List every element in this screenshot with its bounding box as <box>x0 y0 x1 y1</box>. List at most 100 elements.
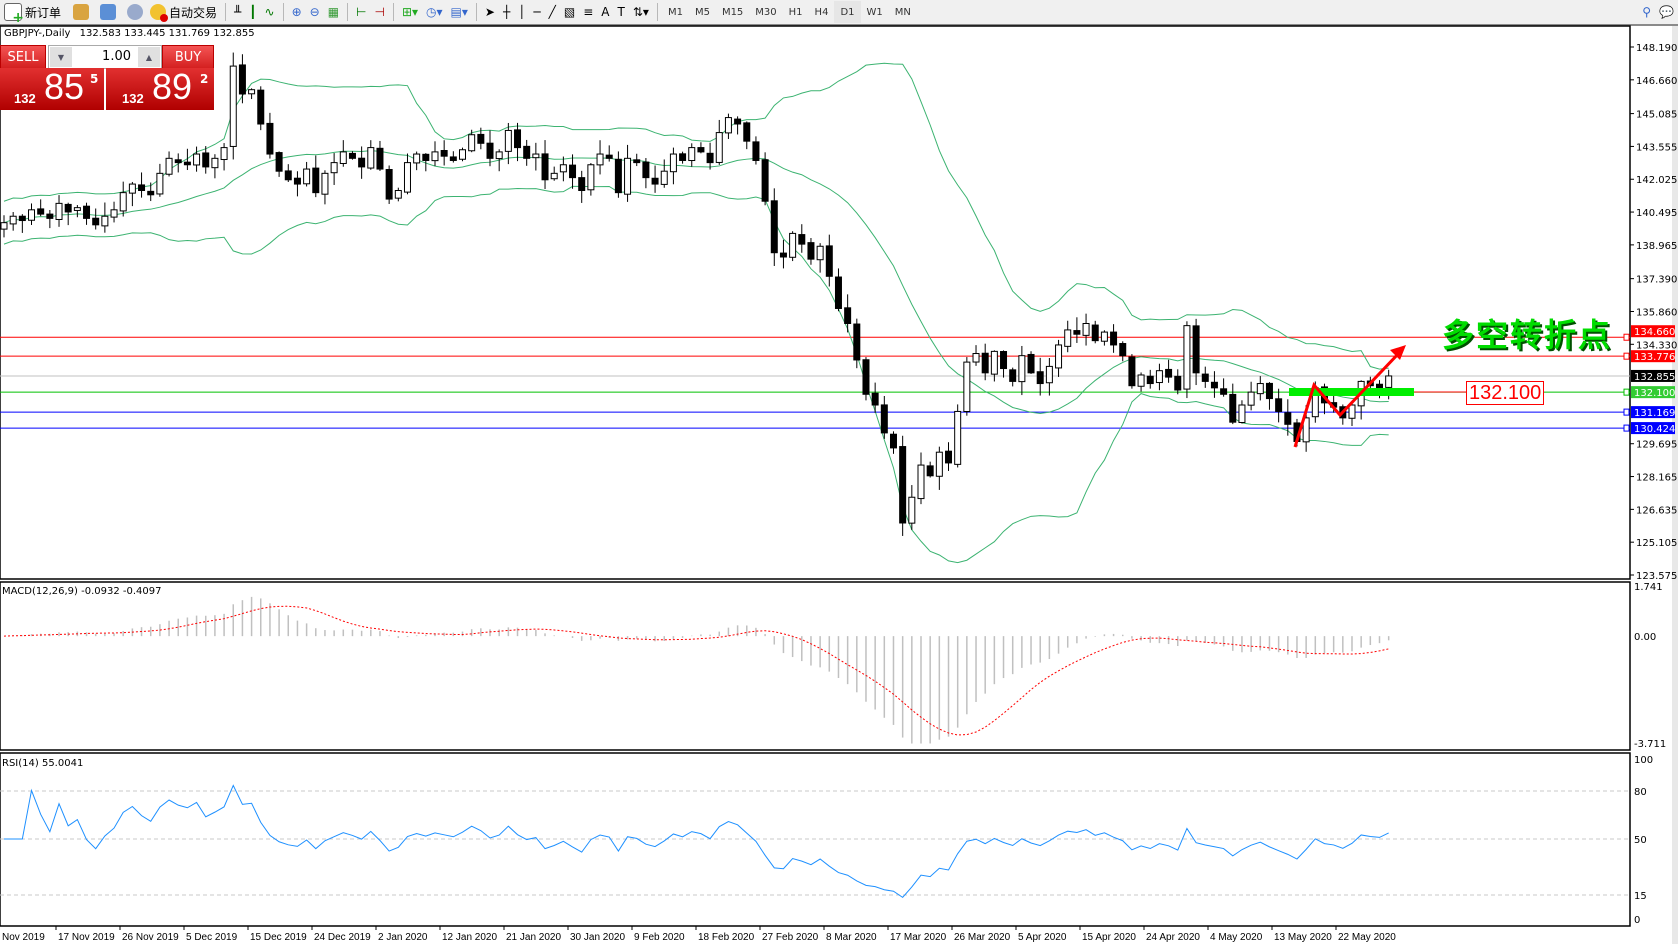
candle-body <box>834 276 842 309</box>
timeframe-m15[interactable]: M15 <box>721 6 744 18</box>
main-pane <box>0 25 1631 580</box>
zoom-in-icon[interactable]: ⊕ <box>291 5 302 19</box>
terminal-icon[interactable] <box>100 4 117 20</box>
candle <box>275 151 283 177</box>
new-order-button[interactable]: + 新订单 <box>0 1 65 25</box>
candle-body <box>1385 375 1393 388</box>
signals-icon[interactable] <box>127 4 144 20</box>
lot-decrease-button[interactable]: ▼ <box>50 47 72 67</box>
chart-shift-icon[interactable]: ⊣ <box>374 5 385 19</box>
candle <box>724 113 732 139</box>
macd-title: MACD(12,26,9) -0.0932 -0.4097 <box>2 586 162 597</box>
cursor-icon[interactable]: ➤ <box>484 5 495 19</box>
candle <box>1238 400 1246 424</box>
date-label: 30 Jan 2020 <box>570 932 625 943</box>
candle-body <box>275 152 283 172</box>
bollinger-lower <box>3 185 1389 564</box>
chat-icon[interactable]: 💬 <box>1659 5 1674 19</box>
candle <box>18 214 26 233</box>
candle <box>1348 402 1356 427</box>
candle <box>853 318 861 369</box>
vertical-line-icon[interactable]: │ <box>518 5 526 19</box>
date-label: 4 May 2020 <box>1210 932 1263 943</box>
buy-price[interactable]: 132 89 2 <box>106 68 214 110</box>
timeframe-m1[interactable]: M1 <box>667 6 683 18</box>
level-label-annotation[interactable]: 132.100 <box>1466 381 1545 405</box>
rsi-tick-label: 80 <box>1634 787 1647 798</box>
indicators-icon[interactable]: ⊞▾ <box>401 5 419 19</box>
candle-body <box>449 156 457 161</box>
zoom-out-icon[interactable]: ⊖ <box>309 5 320 19</box>
candle-body <box>954 410 962 465</box>
candle <box>229 52 237 160</box>
candle-body <box>1064 329 1072 347</box>
candle-body <box>1119 343 1127 357</box>
candle <box>183 148 191 171</box>
candle-body <box>147 190 155 196</box>
equidistant-channel-icon[interactable]: ▧ <box>563 5 576 19</box>
periods-icon[interactable]: ◷▾ <box>426 5 443 19</box>
fibonacci-icon[interactable]: ≡ <box>583 5 594 19</box>
candle <box>147 182 155 202</box>
timeframe-m5[interactable]: M5 <box>694 6 710 18</box>
timeframe-w1[interactable]: W1 <box>866 6 883 18</box>
candlestick-chart-icon[interactable]: ┃ <box>249 5 257 19</box>
new-order-label: 新订单 <box>25 5 62 20</box>
candle <box>1165 359 1173 383</box>
candle <box>963 357 971 416</box>
lot-value: 1.00 <box>102 49 131 64</box>
candle <box>257 86 265 131</box>
auto-trading-button[interactable]: 自动交易 <box>146 1 221 23</box>
sell-button[interactable]: SELL <box>0 45 46 69</box>
timeframe-h4[interactable]: H4 <box>814 6 829 18</box>
level-price-tag <box>1631 325 1675 338</box>
auto-scroll-icon[interactable]: ⊢ <box>356 5 367 19</box>
level-handle <box>1623 408 1630 416</box>
horizontal-line-icon[interactable]: ─ <box>533 5 541 19</box>
text-label-icon[interactable]: T <box>617 5 625 19</box>
candle <box>486 130 494 167</box>
candle-body <box>660 170 668 185</box>
price-tick-label: 142.025 <box>1636 175 1677 186</box>
timeframe-d1[interactable]: D1 <box>834 1 861 23</box>
candle <box>156 163 164 197</box>
candle <box>0 215 8 238</box>
candle-body <box>734 118 742 125</box>
candle <box>779 239 787 269</box>
line-chart-icon[interactable]: ∿ <box>264 5 275 19</box>
turning-point-annotation[interactable]: 多空转折点 <box>1442 316 1613 354</box>
candle-body <box>541 153 549 181</box>
candle <box>532 142 540 171</box>
candle-body <box>990 350 998 375</box>
trendline-icon[interactable]: ╱ <box>548 5 556 19</box>
templates-icon[interactable]: ▤▾ <box>450 5 468 19</box>
candle-body <box>853 323 861 361</box>
timeframe-m30[interactable]: M30 <box>755 6 777 18</box>
timeframe-h1[interactable]: H1 <box>788 6 803 18</box>
arrows-icon[interactable]: ⇅▾ <box>632 5 649 19</box>
macd-signal-line <box>3 605 1389 736</box>
candle <box>339 140 347 167</box>
level-price-label: 131.169 <box>1634 408 1675 419</box>
text-icon[interactable]: A <box>601 5 610 19</box>
candle-body <box>1165 368 1173 378</box>
candle <box>908 485 916 530</box>
history-center-icon[interactable] <box>73 4 90 20</box>
crosshair-icon[interactable]: ┼ <box>502 5 511 19</box>
sell-price[interactable]: 132 85 5 <box>0 68 104 110</box>
bar-chart-icon[interactable]: ╨ <box>234 5 242 19</box>
toolbar: + 新订单 自动交易 ╨ ┃ ∿ ⊕ ⊖ ▦ ⊢ ⊣ ⊞▾ ◷▾ ▤▾ ➤ ┼ … <box>0 0 1678 26</box>
candle <box>1082 313 1090 346</box>
lot-increase-button[interactable]: ▲ <box>138 47 160 67</box>
candle-body <box>303 168 311 185</box>
buy-button[interactable]: BUY <box>162 45 214 69</box>
search-icon[interactable]: ⚲ <box>1642 5 1652 19</box>
buy-price-pips: 89 <box>152 68 193 107</box>
rsi-tick-label: 0 <box>1634 915 1640 926</box>
tile-windows-icon[interactable]: ▦ <box>327 5 340 19</box>
lot-size-input[interactable]: ▼ 1.00 ▲ <box>48 45 162 69</box>
candle-body <box>1045 365 1053 384</box>
candle <box>752 136 760 165</box>
timeframe-mn[interactable]: MN <box>894 6 911 18</box>
